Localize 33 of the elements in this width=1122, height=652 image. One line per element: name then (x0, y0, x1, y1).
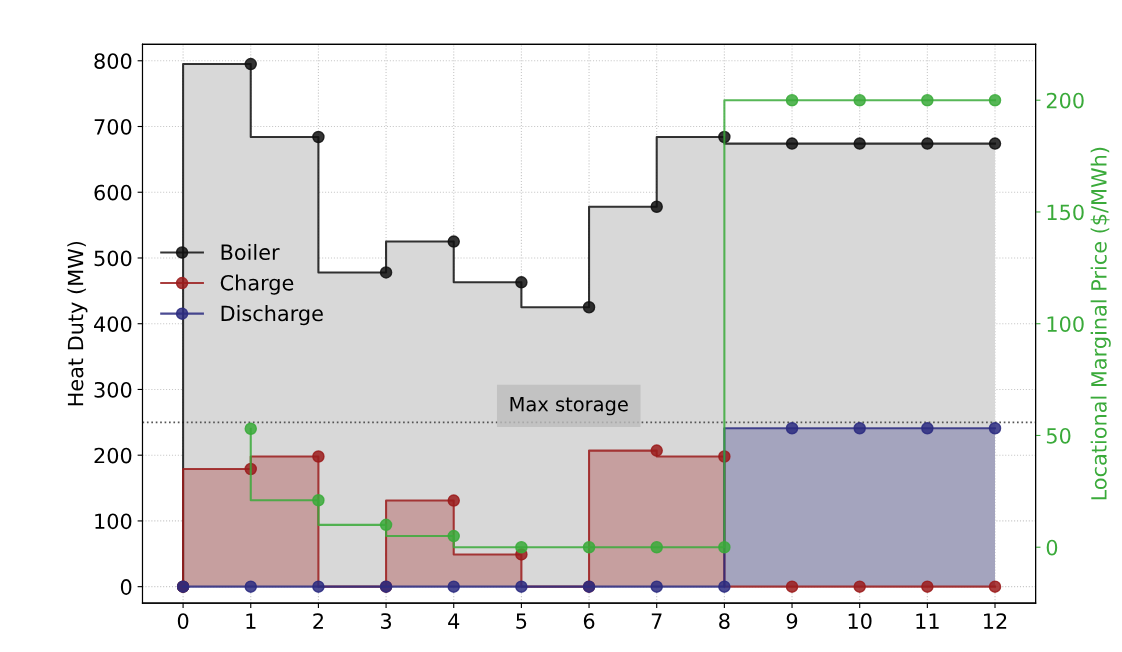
y2-tick-label: 100 (1047, 316, 1084, 332)
y-axis-title: Heat Duty (MW) (67, 241, 88, 406)
x-tick-label: 3 (381, 613, 392, 629)
legend-label: Boiler (221, 243, 280, 261)
y-tick-label: 700 (94, 118, 132, 135)
x-tick-label: 12 (984, 613, 1007, 629)
y-tick-label: 100 (95, 513, 132, 530)
y-tick-label: 800 (94, 53, 132, 69)
x-tick-label: 11 (916, 613, 939, 629)
x-tick-label: 9 (786, 613, 798, 629)
y2-tick-label: 0 (1046, 539, 1058, 556)
legend-label: Charge (220, 274, 294, 295)
x-tick-label: 10 (848, 613, 872, 629)
x-tick-label: 6 (583, 613, 595, 629)
x-tick-label: 0 (177, 613, 189, 629)
y2-tick-label: 150 (1047, 204, 1084, 221)
y-tick-label: 400 (94, 316, 132, 332)
ref-line-label: Max storage (510, 397, 628, 416)
x-tick-label: 2 (313, 613, 323, 629)
x-tick-label: 4 (448, 613, 460, 629)
y2-tick-label: 50 (1046, 427, 1071, 444)
x-tick-label: 7 (651, 613, 662, 629)
y2-axis-title: Locational Marginal Price ($/MWh) (1090, 147, 1111, 500)
y2-tick-label: 200 (1046, 92, 1084, 109)
x-tick-label: 5 (516, 613, 527, 629)
x-tick-label: 8 (719, 613, 730, 629)
y-tick-label: 0 (120, 579, 132, 595)
legend-label: Discharge (221, 305, 323, 326)
y-tick-label: 600 (94, 184, 132, 201)
y-tick-label: 500 (94, 250, 132, 267)
x-tick-label: 1 (246, 613, 256, 629)
y-tick-label: 200 (94, 447, 132, 464)
y-tick-label: 300 (94, 381, 132, 398)
